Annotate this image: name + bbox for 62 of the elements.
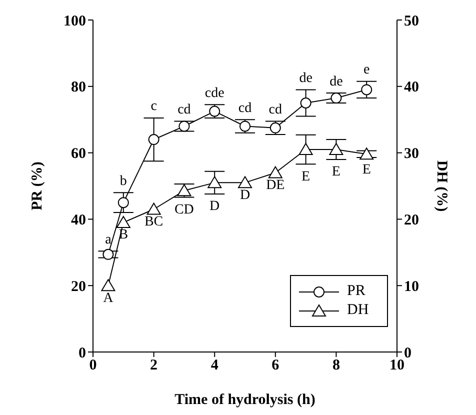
annotation: D [210,199,220,214]
point [268,166,282,178]
y2-tick-label: 40 [404,80,419,96]
annotation: e [363,62,370,78]
point [177,184,192,196]
y2-tick-label: 30 [404,146,419,162]
annotation: DE [266,178,285,193]
annotation: CD [174,202,194,218]
x-tick-label: 4 [210,358,219,374]
y-axis-title: PR (%) [29,162,46,210]
annotation: BC [144,214,164,230]
point [178,120,190,132]
annotation: cd [268,102,282,118]
point [101,279,116,292]
y-tick-label: 80 [71,80,86,96]
annotation: de [330,74,343,90]
point [238,176,252,188]
legend-label: DH [347,302,369,319]
y-tick-label: 40 [71,212,86,229]
point [360,148,374,160]
legend-label: PR [347,283,366,300]
y2-tick-label: 20 [404,212,419,229]
annotation: A [103,290,114,306]
point [146,202,161,215]
x-tick-label: 8 [332,358,340,374]
x-tick-label: 2 [150,358,158,374]
annotation: D [240,188,250,203]
point [240,120,250,132]
point [148,134,160,146]
y2-tick-label: 0 [404,345,412,362]
annotation: E [332,164,340,180]
annotation: E [362,162,371,178]
point [209,106,220,117]
y-tick-label: 100 [64,13,86,30]
x-tick-label: 10 [390,358,404,374]
point [361,84,372,96]
annotation: cde [204,86,224,101]
y2-tick-label: 50 [404,13,419,30]
point [270,122,281,134]
y-tick-label: 0 [78,345,86,362]
annotation: a [105,232,112,248]
x-axis-title: Time of hydrolysis (h) [174,392,316,408]
x-tick-label: 6 [272,358,280,374]
point [208,176,222,188]
x-tick-label: 0 [89,358,97,374]
point [116,216,130,228]
annotation: E [302,169,310,184]
annotation: c [150,99,157,114]
point [329,142,344,155]
point [300,98,312,108]
y-tick-label: 60 [71,146,86,162]
point [102,248,114,260]
y2-axis-title: DH (%) [434,160,450,212]
annotation: de [299,70,312,86]
annotation: cd [238,100,252,116]
annotation: cd [178,102,191,118]
point [298,142,313,155]
point [330,92,342,104]
annotation: b [120,174,127,189]
point [118,197,129,208]
y-tick-label: 20 [71,278,86,295]
y2-tick-label: 10 [404,278,419,295]
